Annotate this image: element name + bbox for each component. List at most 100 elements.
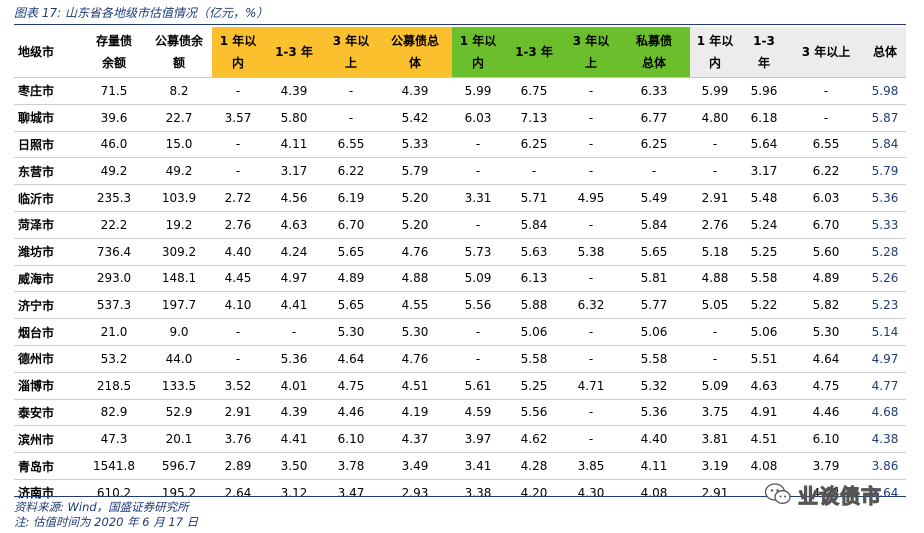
table-cell: 5.06 — [504, 318, 564, 346]
table-cell: 4.71 — [564, 372, 618, 400]
table-cell: - — [690, 318, 740, 346]
table-cell: 22.2 — [82, 211, 146, 239]
table-cell: 4.55 — [378, 291, 452, 320]
table-cell: 6.33 — [618, 77, 690, 105]
table-cell: 3.85 — [564, 452, 618, 480]
table-cell: 4.20 — [520, 485, 548, 500]
column-header: 1-3 年 — [740, 27, 788, 78]
table-cell: 6.03 — [788, 184, 864, 212]
column-header-line: 额 — [172, 56, 185, 70]
wechat-icon — [764, 483, 791, 504]
column-header: 地级市 — [14, 27, 82, 78]
column-header-line: 总体 — [872, 45, 897, 59]
table-cell: 3.31 — [452, 184, 504, 212]
figure-caption: 图表 17: 山东省各地级市估值情况（亿元，%） — [14, 6, 269, 20]
table-cell: 5.14 — [864, 318, 906, 346]
table-cell: 5.82 — [788, 291, 864, 320]
table-cell: - — [564, 265, 618, 293]
table-cell: - — [564, 399, 618, 427]
table-row: 日照市 46.0 15.0-4.11 6.55 5.33-6.25-6.25-5.64 6… — [14, 131, 906, 159]
table-cell: 5.84 — [864, 131, 906, 159]
table-cell: 133.5 — [146, 372, 212, 400]
table-cell: 5.32 — [618, 372, 690, 400]
table-cell: 5.25 — [740, 238, 788, 266]
table-cell: 6.25 — [618, 131, 690, 159]
table-cell: 4.76 — [378, 238, 452, 266]
table-cell: - — [564, 157, 618, 186]
table-cell: 2.76 — [212, 211, 264, 239]
table-cell: 5.56 — [504, 399, 564, 427]
table-cell: 3.12 — [280, 485, 308, 500]
table-cell: 19.2 — [146, 211, 212, 239]
table-row: 德州市 53.2 44.0-5.36 4.64 4.76-5.58-5.58-5.51 4… — [14, 345, 906, 373]
table-cell: - — [452, 318, 504, 346]
table-cell: 6.19 — [324, 184, 378, 212]
table-cell: - — [564, 77, 618, 105]
table-cell: 4.64 — [788, 345, 864, 373]
table-cell: - — [564, 104, 618, 132]
bottom-rule — [14, 496, 906, 497]
city-name: 淄博市 — [14, 372, 82, 400]
city-name: 烟台市 — [14, 318, 82, 346]
table-cell: 5.36 — [264, 345, 324, 373]
table-row: 烟台市 21.0 9.0- -5.30 5.30-5.06-5.06-5.06 5.30 5… — [14, 318, 906, 346]
table-cell: - — [564, 425, 618, 454]
table-cell: 4.97 — [864, 345, 906, 373]
table-row: 东营市 49.2 49.2-3.17 6.22 5.79- - - - -3.17 6.22 5.7… — [14, 157, 906, 186]
table-cell: 4.41 — [264, 291, 324, 320]
column-header-line: 3 年以 — [572, 34, 610, 48]
table-cell: 3.38 — [464, 485, 492, 500]
table-cell: 3.17 — [740, 157, 788, 186]
table-cell: 4.37 — [378, 425, 452, 454]
table-cell: - — [618, 157, 690, 186]
table-cell: 5.84 — [618, 211, 690, 239]
table-cell: 44.0 — [146, 345, 212, 373]
table-cell: 5.33 — [378, 131, 452, 159]
table-cell: 2.91 — [690, 184, 740, 212]
column-header-line: 1-3 年 — [515, 45, 553, 59]
table-cell: 4.88 — [378, 265, 452, 293]
table-cell: - — [788, 104, 864, 132]
table-cell: 4.88 — [690, 265, 740, 293]
column-header-line: 1-3 年 — [275, 45, 313, 59]
table-cell: 235.3 — [82, 184, 146, 212]
table-cell: 4.11 — [264, 131, 324, 159]
table-cell: 5.28 — [864, 238, 906, 266]
table-cell: 4.40 — [618, 425, 690, 454]
table-row: 淄博市 218.5 133.5 3.52 4.01 4.75 4.51 5.61 5.25 4.7… — [14, 372, 906, 400]
table-cell: - — [690, 131, 740, 159]
table-cell: 5.73 — [452, 238, 504, 266]
column-header-line: 体 — [408, 56, 421, 70]
column-header-line: 存量债 — [95, 34, 132, 48]
table-cell: - — [452, 131, 504, 159]
table-cell: 5.05 — [690, 291, 740, 320]
table-cell: 4.63 — [264, 211, 324, 239]
table-cell: 4.28 — [504, 452, 564, 480]
table-cell: 5.65 — [618, 238, 690, 266]
table-row: 威海市 293.0 148.1 4.45 4.97 4.89 4.88 5.09 6.13-5.… — [14, 265, 906, 293]
table-cell: 4.75 — [324, 372, 378, 400]
column-header-line: 年 — [757, 56, 770, 70]
column-header-line: 内 — [471, 56, 484, 70]
table-cell: 5.25 — [504, 372, 564, 400]
city-name: 威海市 — [14, 265, 82, 293]
table-cell: - — [690, 157, 740, 186]
table-cell: 5.42 — [378, 104, 452, 132]
table-cell: 9.0 — [146, 318, 212, 346]
table-cell: 4.45 — [212, 265, 264, 293]
table-cell: - — [564, 131, 618, 159]
table-cell: 4.95 — [564, 184, 618, 212]
column-header-line: 内 — [231, 56, 244, 70]
table-cell: 596.7 — [146, 452, 212, 480]
city-name: 济宁市 — [14, 291, 82, 320]
table-cell: - — [212, 131, 264, 159]
table-cell: 5.81 — [618, 265, 690, 293]
table-cell: 53.2 — [82, 345, 146, 373]
table-cell: 5.58 — [504, 345, 564, 373]
table-cell: 197.7 — [146, 291, 212, 320]
table-cell: 148.1 — [146, 265, 212, 293]
table-cell: 5.77 — [618, 291, 690, 320]
table-cell: 5.22 — [740, 291, 788, 320]
column-header: 1 年以内 — [690, 27, 740, 78]
table-row: 济宁市 537.3 197.7 4.10 4.41 5.65 4.55 5.56 5.88 6.3… — [14, 291, 906, 320]
